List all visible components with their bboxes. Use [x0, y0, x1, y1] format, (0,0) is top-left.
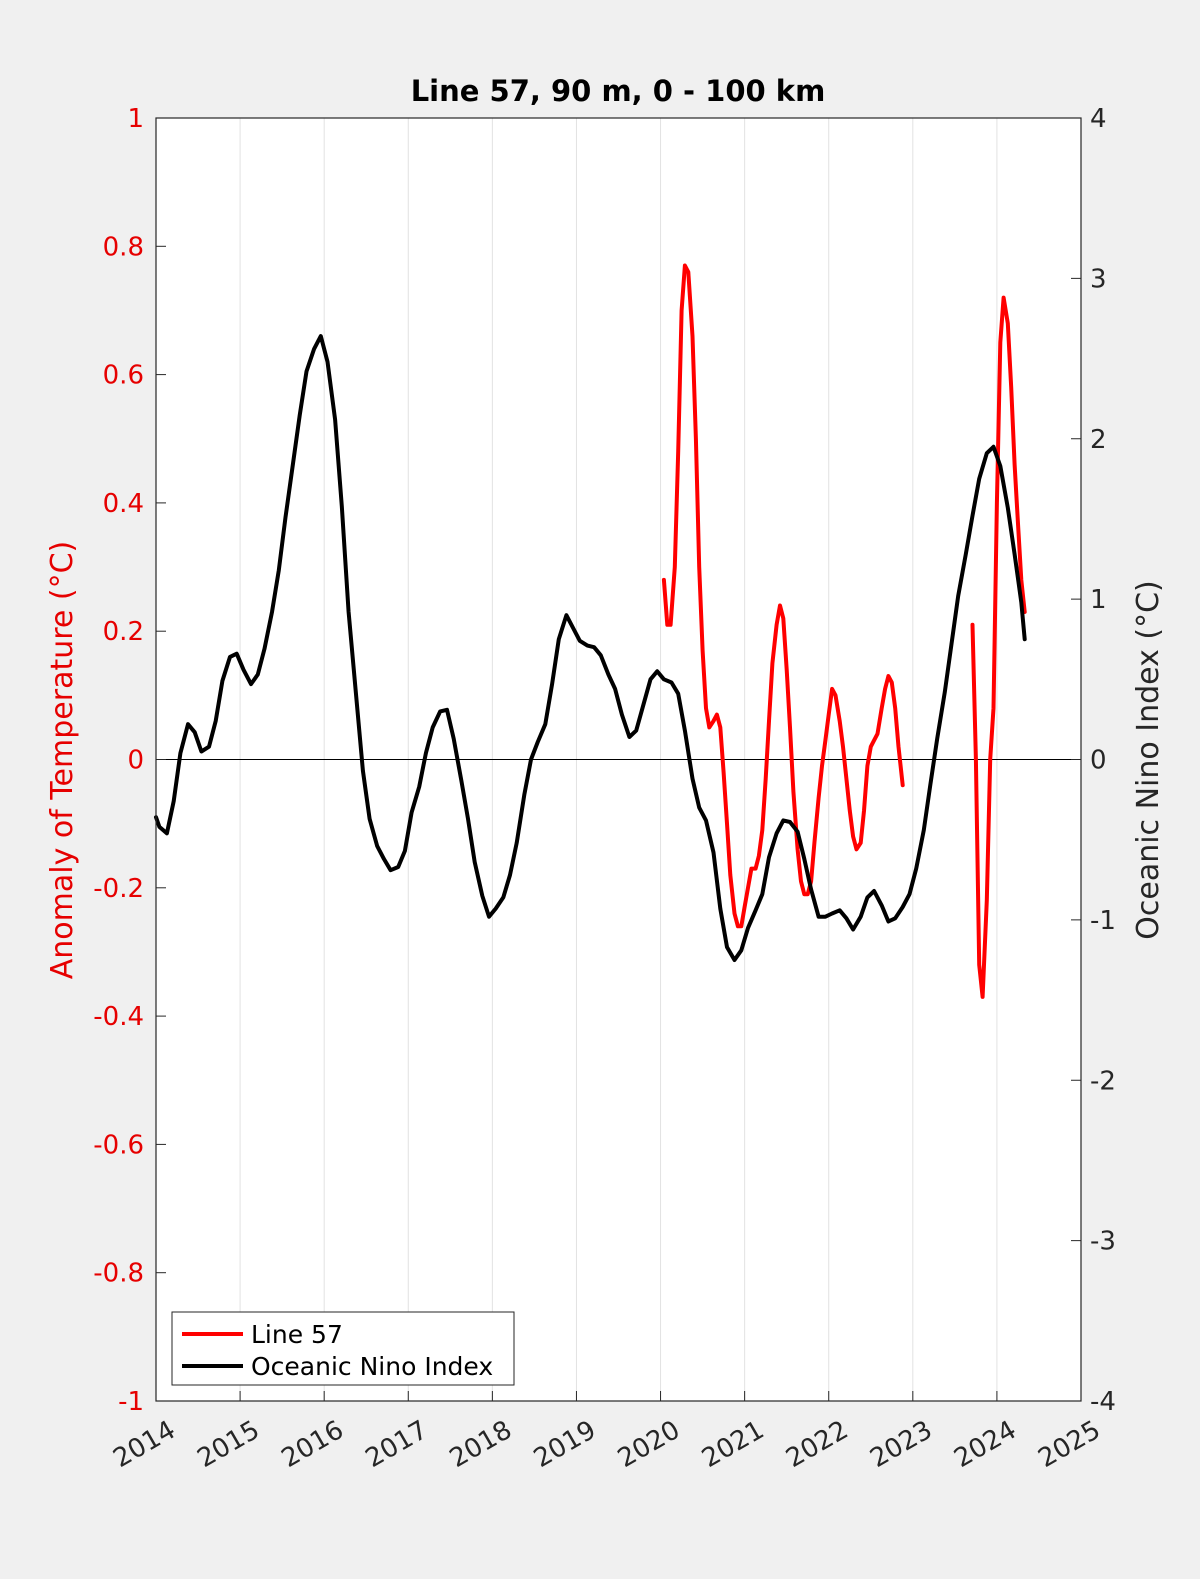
series-line57 — [970, 295, 1027, 999]
x-tick-label: 2016 — [277, 1415, 349, 1474]
y-left-tick-label: 0.6 — [103, 361, 144, 391]
y-right-tick-label: 3 — [1090, 264, 1107, 294]
series-line57 — [661, 263, 905, 929]
y-right-tick-label: 4 — [1090, 104, 1107, 134]
legend-label-oni: Oceanic Nino Index — [251, 1352, 493, 1381]
x-tick-label: 2018 — [445, 1415, 517, 1474]
y-left-tick-label: 0.8 — [103, 232, 144, 262]
y-left-tick-label: -0.8 — [93, 1259, 144, 1289]
legend: Line 57 Oceanic Nino Index — [171, 1311, 515, 1386]
x-tick-label: 2025 — [1033, 1415, 1105, 1474]
x-tick-label: 2023 — [865, 1415, 937, 1474]
y-axis-left-label: Anomaly of Temperature (°C) — [45, 541, 80, 980]
y-left-tick-label: -1 — [118, 1387, 144, 1417]
x-tick-label: 2014 — [108, 1415, 180, 1474]
y-left-tick-label: -0.4 — [93, 1002, 144, 1032]
y-right-tick-label: 1 — [1090, 585, 1107, 615]
x-tick-label: 2017 — [361, 1415, 433, 1474]
y-left-tick-label: 0.4 — [103, 489, 144, 519]
x-tick-label: 2022 — [781, 1415, 853, 1474]
y-right-tick-label: -1 — [1090, 906, 1116, 936]
y-axis-right-label: Oceanic Nino Index (°C) — [1131, 580, 1166, 940]
y-left-tick-label: -0.2 — [93, 874, 144, 904]
legend-label-line57: Line 57 — [251, 1320, 343, 1349]
x-tick-label: 2021 — [697, 1415, 769, 1474]
y-right-tick-label: -4 — [1090, 1387, 1116, 1417]
y-left-tick-label: 0 — [127, 746, 144, 776]
legend-box — [171, 1311, 515, 1386]
series-oceanic-nino-index — [154, 334, 1027, 962]
y-right-tick-label: 0 — [1090, 746, 1107, 776]
y-right-tick-label: -3 — [1090, 1227, 1116, 1257]
x-tick-label: 2019 — [529, 1415, 601, 1474]
y-right-tick-label: 2 — [1090, 425, 1107, 455]
y-right-tick-label: -2 — [1090, 1066, 1116, 1096]
y-left-tick-label: 1 — [127, 104, 144, 134]
y-left-tick-label: -0.6 — [93, 1130, 144, 1160]
y-left-tick-label: 0.2 — [103, 617, 144, 647]
x-tick-label: 2015 — [192, 1415, 264, 1474]
chart-title: Line 57, 90 m, 0 - 100 km — [411, 74, 826, 108]
x-tick-label: 2020 — [613, 1415, 685, 1474]
x-tick-label: 2024 — [949, 1415, 1021, 1474]
